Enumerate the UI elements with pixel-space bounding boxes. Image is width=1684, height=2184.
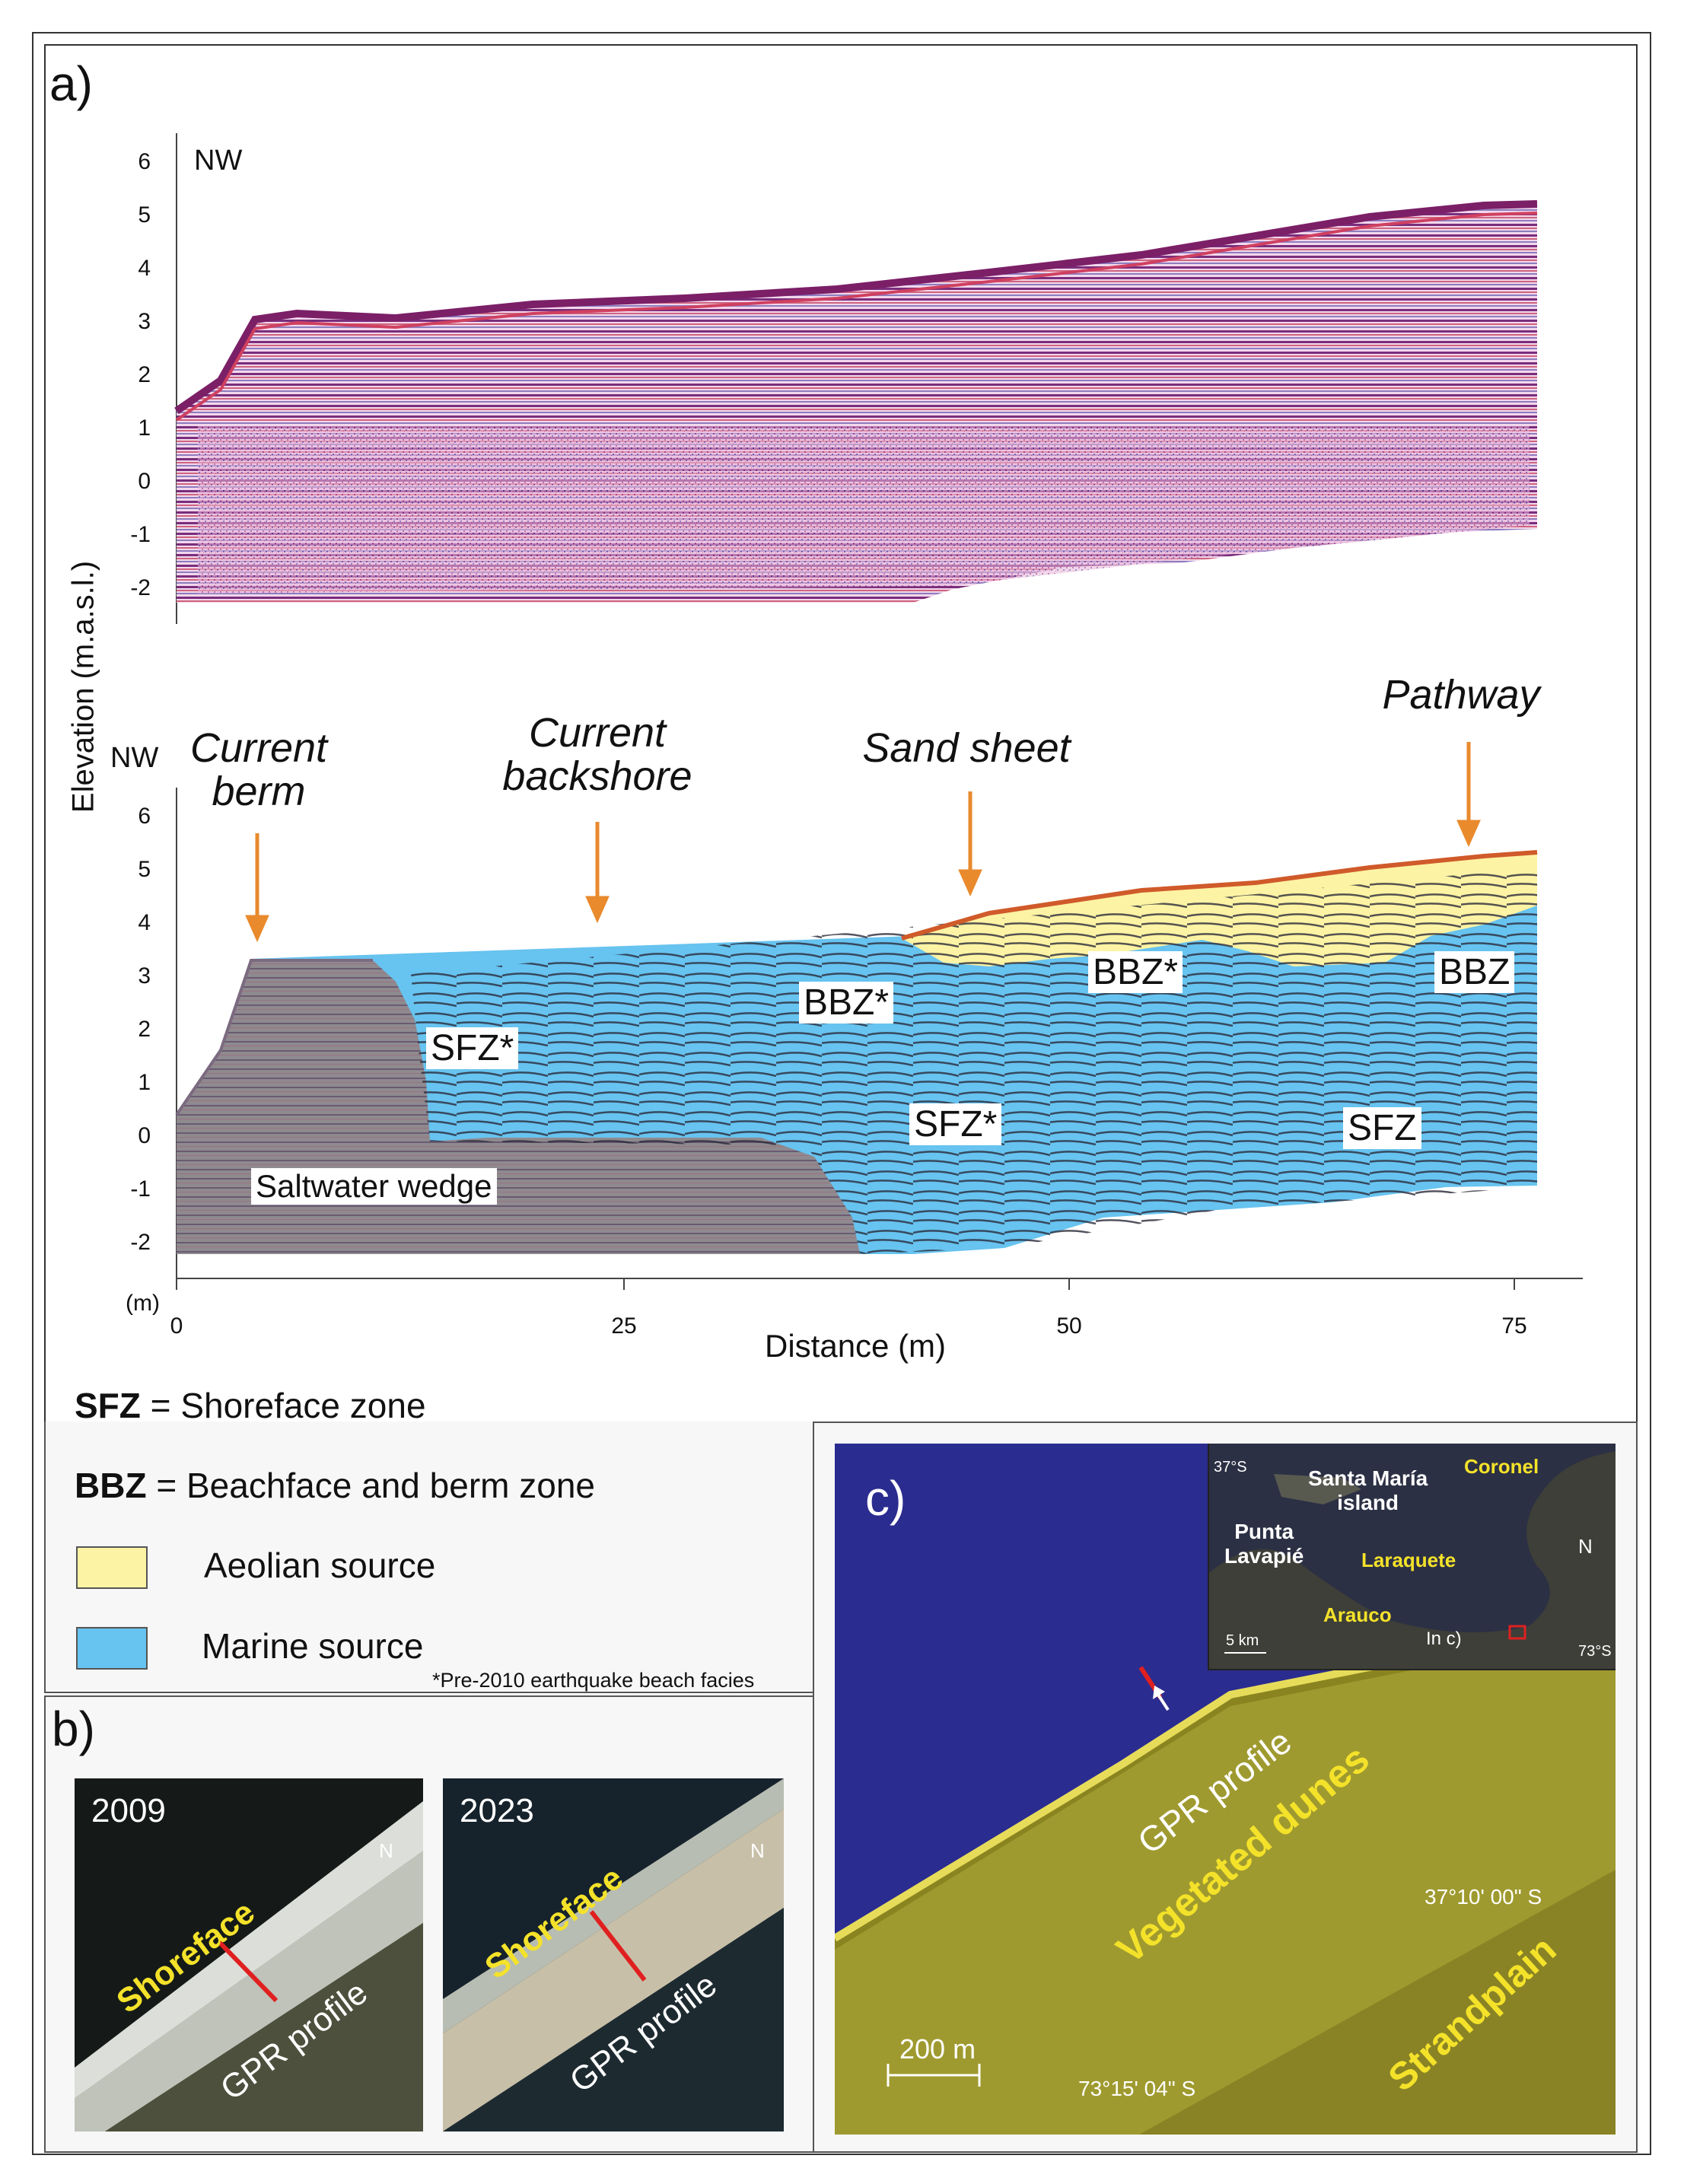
legend-marine-label: Marine source (202, 1626, 424, 1666)
legend-sfz-abbr: SFZ (75, 1386, 141, 1425)
top-y-tick: -2 (130, 575, 151, 600)
top-y-tick: 1 (138, 415, 151, 441)
pathway-label: Pathway (1382, 672, 1540, 718)
legend-aeolian-label: Aeolian source (204, 1546, 436, 1585)
legend-sfz: SFZ = Shoreface zone (75, 1385, 426, 1426)
x-tick: 50 (1056, 1313, 1082, 1339)
inset-map-svg (1209, 1444, 1616, 1669)
inset-laraquete: Laraquete (1361, 1549, 1456, 1571)
north-arrow-2009: N (379, 1839, 393, 1862)
inset-map: 37°S Santa María island Punta Lavapié Co… (1208, 1444, 1616, 1670)
top-y-tick: -1 (130, 522, 151, 547)
legend-footnote: *Pre-2010 earthquake beach facies (432, 1669, 755, 1692)
top-direction-label: NW (194, 145, 243, 177)
panel-a-label: a) (49, 56, 93, 111)
inset-lon-label: 73°S (1578, 1643, 1612, 1660)
lidar-map: c) GPR profile Vegetated dunes Strandpla… (835, 1444, 1616, 2135)
zone-saltwater-wedge: Saltwater wedge (251, 1168, 497, 1205)
current-berm-label: Current berm (189, 725, 328, 814)
x-tick: 75 (1501, 1313, 1527, 1339)
top-radargram-svg (174, 133, 1538, 624)
legend-marine-swatch (76, 1627, 148, 1670)
panel-b-label: b) (52, 1702, 95, 1756)
bottom-y-tick: 5 (138, 857, 151, 882)
satellite-image-2023: 2023 Shoreface GPR profile N (443, 1778, 784, 2131)
zone-sfz-star-left: SFZ* (426, 1027, 519, 1070)
latitude-label: 37°10' 00" S (1425, 1885, 1542, 1909)
satellite-2023-svg (443, 1778, 784, 2131)
sand-sheet-label: Sand sheet (862, 725, 1071, 771)
zone-sfz-star-mid: SFZ* (909, 1103, 1002, 1146)
bottom-y-tick: 0 (138, 1123, 151, 1148)
inset-coronel: Coronel (1464, 1455, 1539, 1478)
legend-bbz-abbr: BBZ (75, 1466, 147, 1505)
legend-box (44, 1422, 816, 1693)
top-y-tick: 0 (138, 469, 151, 494)
inset-in-c: In c) (1426, 1628, 1462, 1649)
legend-bbz: BBZ = Beachface and berm zone (75, 1465, 595, 1506)
bottom-radargram-svg (175, 742, 1583, 1290)
figure-frame (32, 32, 1651, 2155)
inset-lat-label: 37°S (1214, 1459, 1247, 1476)
year-2023: 2023 (460, 1792, 534, 1829)
top-y-tick: 2 (138, 362, 151, 387)
bottom-y-tick: 6 (138, 804, 151, 829)
satellite-2009-svg (75, 1778, 423, 2131)
year-2009: 2009 (91, 1792, 166, 1829)
satellite-image-2009: 2009 Shoreface GPR profile N (75, 1778, 423, 2131)
inset-north: N (1578, 1535, 1593, 1558)
zone-bbz: BBZ (1434, 951, 1515, 994)
scale-bar-label: 200 m (899, 2033, 976, 2065)
x-tick: 0 (170, 1313, 183, 1339)
legend-bbz-def: = Beachface and berm zone (146, 1466, 595, 1505)
bottom-y-tick: -2 (130, 1230, 151, 1255)
bottom-y-tick: 3 (138, 963, 151, 989)
inset-santa-maria: Santa María island (1308, 1466, 1428, 1514)
top-y-tick: 4 (138, 256, 151, 281)
north-arrow-2023: N (750, 1839, 765, 1862)
panel-c-label: c) (865, 1471, 906, 1526)
bottom-y-tick: 1 (138, 1070, 151, 1095)
zone-bbz-star-right: BBZ* (1088, 951, 1183, 994)
longitude-label: 73°15' 04" S (1078, 2077, 1196, 2100)
bottom-y-tick: 2 (138, 1017, 151, 1042)
legend-aeolian-swatch (76, 1546, 148, 1589)
inset-punta-lavapie: Punta Lavapié (1224, 1520, 1304, 1568)
legend-sfz-def: = Shoreface zone (140, 1386, 426, 1425)
x-tick: 25 (611, 1313, 637, 1339)
zone-sfz: SFZ (1343, 1107, 1421, 1150)
inset-arauco: Arauco (1323, 1603, 1392, 1626)
top-y-tick: 3 (138, 309, 151, 334)
inset-scale: 5 km (1226, 1632, 1259, 1649)
zone-bbz-star-left: BBZ* (799, 982, 894, 1024)
top-y-tick: 5 (138, 202, 151, 228)
current-backshore-label: Current backshore (502, 710, 692, 799)
bottom-direction-label: NW (110, 742, 159, 774)
x-axis-label: Distance (m) (765, 1328, 947, 1364)
y-unit-label: (m) (126, 1291, 160, 1316)
top-y-tick: 6 (138, 149, 151, 174)
bottom-y-tick: -1 (130, 1176, 151, 1202)
bottom-y-tick: 4 (138, 910, 151, 935)
